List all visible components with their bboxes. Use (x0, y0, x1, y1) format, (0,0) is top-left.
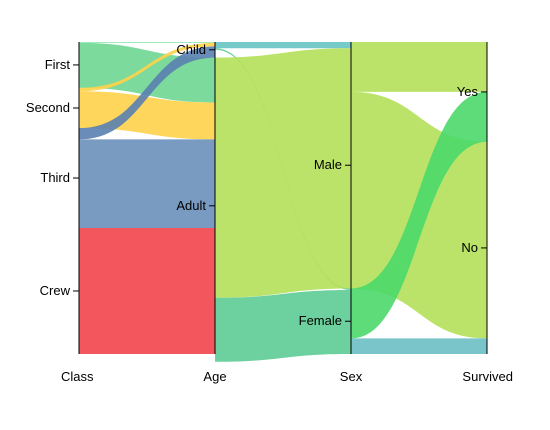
flow-ribbons (79, 42, 487, 362)
axis-title-survived: Survived (462, 369, 513, 384)
tick-label-crew: Crew (40, 283, 71, 298)
ribbon-female-no (351, 338, 487, 354)
axis-titles: Class Age Sex Survived (61, 369, 513, 384)
tick-label-adult: Adult (176, 198, 206, 213)
tick-label-third: Third (40, 170, 70, 185)
axes (78, 42, 488, 354)
axis-title-sex: Sex (340, 369, 363, 384)
axis-title-class: Class (61, 369, 94, 384)
ribbon-adult-female (215, 290, 351, 362)
axis-title-age: Age (203, 369, 226, 384)
tick-label-no: No (461, 240, 478, 255)
ribbon-third-child (79, 46, 215, 140)
ribbon-third-adult (79, 139, 215, 228)
category-ticks: First Second Third Crew Child Adult Male Female… (26, 42, 487, 328)
ribbon-female-yes (351, 91, 487, 339)
tick-label-male: Male (314, 157, 342, 172)
ribbon-male-yes (351, 42, 487, 92)
tick-label-second: Second (26, 100, 70, 115)
ribbon-child-male (215, 42, 351, 49)
ribbon-adult-male (215, 48, 351, 298)
tick-label-first: First (45, 57, 71, 72)
ribbon-second-child (79, 42, 215, 92)
ribbon-crew-adult (79, 227, 215, 354)
tick-label-yes: Yes (457, 84, 479, 99)
ribbon-first-child (79, 42, 215, 43)
tick-label-child: Child (176, 42, 206, 57)
tick-label-female: Female (299, 313, 342, 328)
